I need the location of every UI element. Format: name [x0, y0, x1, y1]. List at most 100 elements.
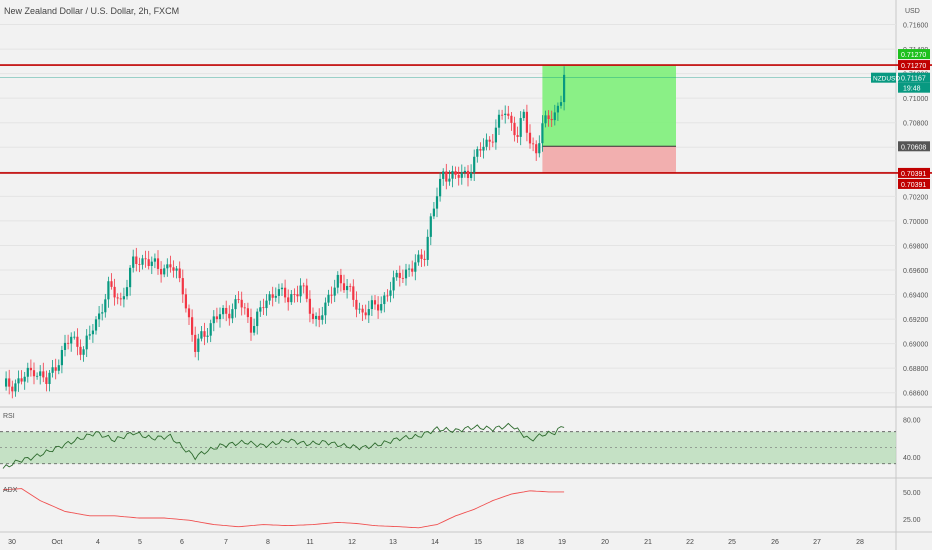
- candle-body: [321, 315, 324, 320]
- time-tick-label: 5: [138, 539, 142, 546]
- candle-body: [246, 308, 249, 318]
- candle-body: [435, 196, 439, 209]
- candle-body: [346, 285, 349, 291]
- candle-body: [113, 286, 116, 298]
- candle-body: [426, 236, 429, 260]
- candle-body: [218, 314, 222, 320]
- candle-body: [547, 115, 550, 120]
- candle-body: [494, 127, 497, 143]
- candle-body: [383, 295, 386, 305]
- countdown-label: 19:48: [903, 86, 921, 93]
- candle-body: [377, 304, 380, 311]
- candle-body: [20, 378, 23, 382]
- time-tick-label: 12: [348, 539, 356, 546]
- candle-body: [42, 371, 45, 378]
- candle-body: [299, 285, 302, 297]
- candle-body: [26, 367, 29, 377]
- time-tick-label: 4: [96, 539, 100, 546]
- candle-body: [63, 342, 67, 351]
- candle-body: [194, 334, 197, 352]
- candle-body: [141, 258, 144, 265]
- candle-body: [513, 122, 516, 136]
- candle-body: [107, 281, 110, 300]
- candle-body: [271, 294, 274, 298]
- level-lines: [0, 64, 932, 174]
- resistance-price-badge-bg: [898, 60, 930, 71]
- rsi-tick-label: 40.00: [903, 455, 921, 462]
- candle-body: [8, 378, 11, 387]
- candle-body: [284, 287, 287, 298]
- candle-body: [553, 112, 556, 121]
- candle-body: [386, 295, 389, 297]
- candle-body: [485, 139, 488, 147]
- candle-body: [166, 264, 169, 269]
- candle-body: [525, 111, 528, 133]
- rsi-title: RSI: [3, 413, 15, 420]
- symbol-badge: NZDUSD: [873, 76, 900, 83]
- candle-body: [153, 258, 156, 262]
- candle-body: [522, 111, 525, 119]
- candle-body: [11, 386, 14, 392]
- time-tick-label: 14: [431, 539, 439, 546]
- price-tick-label: 0.69400: [903, 293, 928, 300]
- candle-body: [5, 378, 8, 387]
- candle-body: [454, 171, 457, 175]
- time-tick-label: 25: [728, 539, 736, 546]
- candle-body: [274, 295, 277, 298]
- candle-body: [262, 307, 265, 309]
- candle-body: [200, 331, 203, 339]
- candle-body: [169, 264, 172, 268]
- candle-body: [330, 294, 333, 296]
- candle-body: [280, 287, 284, 290]
- candle-body: [234, 299, 237, 310]
- price-tick-label: 0.70800: [903, 121, 928, 128]
- candle-body: [79, 346, 82, 355]
- price-tick-label: 0.71000: [903, 96, 928, 103]
- candle-body: [315, 315, 318, 320]
- time-tick-label: 13: [389, 539, 397, 546]
- candle-body: [287, 297, 290, 303]
- candle-body: [293, 294, 296, 295]
- time-tick-label: 27: [813, 539, 821, 546]
- candle-body: [417, 254, 420, 263]
- candle-body: [129, 267, 132, 288]
- candle-body: [187, 308, 191, 318]
- candle-body: [222, 307, 225, 315]
- stop-price-badge-bg: [898, 167, 930, 178]
- price-tick-label: 0.68600: [903, 391, 928, 398]
- candle-body: [528, 132, 532, 144]
- price-grid: [0, 24, 896, 394]
- target-price-badge: 0.71270: [901, 52, 926, 59]
- candle-body: [29, 367, 32, 371]
- candle-body: [466, 170, 470, 178]
- candle-body: [339, 274, 342, 284]
- entry-price-badge-bg: [898, 141, 930, 152]
- candle-body: [463, 170, 466, 173]
- adx-tick-label: 25.00: [903, 517, 921, 524]
- candle-body: [206, 335, 209, 337]
- candle-body: [411, 268, 414, 272]
- candle-body: [445, 171, 448, 182]
- candle-body: [476, 149, 479, 157]
- candle-body: [352, 286, 355, 300]
- current-price-badge: 0.71167: [901, 76, 926, 83]
- candle-body: [302, 285, 305, 287]
- candle-body: [473, 156, 476, 173]
- candle-body: [559, 102, 563, 106]
- candle-body: [296, 294, 299, 297]
- candle-body: [172, 267, 175, 271]
- countdown-badge-bg: [898, 82, 930, 93]
- candle-body: [507, 113, 510, 116]
- candle-body: [231, 309, 234, 319]
- candle-body: [504, 113, 507, 116]
- price-tick-label: 0.69000: [903, 342, 928, 349]
- loss-zone: [542, 146, 676, 173]
- candle-body: [116, 297, 119, 299]
- candle-body: [237, 299, 240, 300]
- candle-body: [101, 312, 104, 314]
- candle-body: [448, 178, 451, 182]
- candle-body: [259, 307, 262, 312]
- time-axis: 30 Oct 4 5 6 7 8 11 12 13 14 15 18 19 20 21 22 25 26 27 28: [8, 539, 864, 546]
- candle-body: [209, 323, 212, 336]
